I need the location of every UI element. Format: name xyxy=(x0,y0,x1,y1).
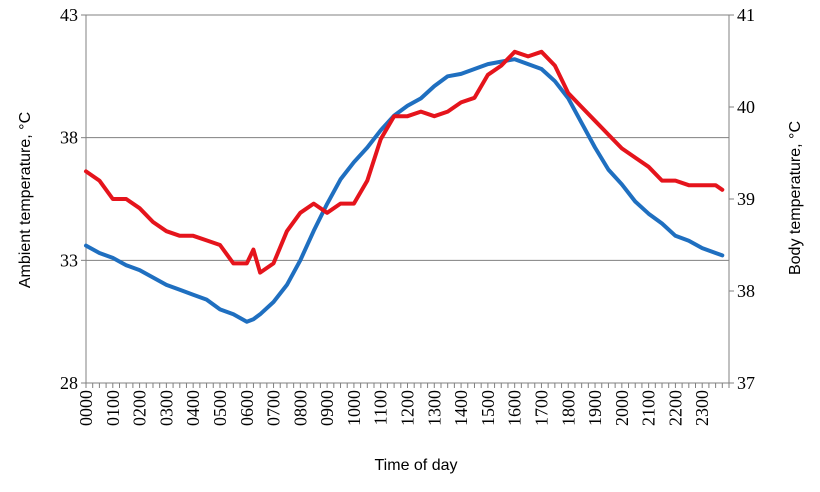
right-y-tick-label: 41 xyxy=(737,5,755,25)
right-y-tick-label: 39 xyxy=(737,189,755,209)
left-y-tick-label: 38 xyxy=(60,128,78,148)
x-tick-label: 2000 xyxy=(612,390,632,426)
x-tick-label: 0900 xyxy=(317,390,337,426)
x-tick-label: 0700 xyxy=(264,390,284,426)
left-y-tick-label: 33 xyxy=(60,250,78,270)
grid-layer xyxy=(86,14,729,261)
x-tick-label: 2300 xyxy=(692,390,712,426)
series-layer xyxy=(84,49,725,324)
x-tick-label: 0300 xyxy=(156,390,176,426)
right-y-tick-label: 40 xyxy=(737,97,755,117)
label-layer: 28 33 38 43 37 38 39 40 41 0000 0100 0200 0300 0400 05… xyxy=(60,5,755,426)
right-y-tick-label: 38 xyxy=(737,281,755,301)
x-tick-label: 0400 xyxy=(183,390,203,426)
x-tick-label: 1100 xyxy=(371,390,391,425)
x-tick-label: 0800 xyxy=(290,390,310,426)
right-y-tick-label: 37 xyxy=(737,373,755,393)
left-y-tick-label: 28 xyxy=(60,373,78,393)
x-tick-label: 1800 xyxy=(558,390,578,426)
x-axis-title: Time of day xyxy=(375,457,458,474)
axis-layer xyxy=(81,14,734,388)
x-tick-label: 0500 xyxy=(210,390,230,426)
x-tick-label: 1900 xyxy=(585,390,605,426)
ambient-temperature-line xyxy=(84,57,725,324)
x-tick-label: 1600 xyxy=(505,390,525,426)
left-y-tick-label: 43 xyxy=(60,5,78,25)
x-tick-label: 1700 xyxy=(531,390,551,426)
right-y-axis-title: Body temperature, °C xyxy=(787,121,804,275)
x-tick-label: 1000 xyxy=(344,390,364,426)
x-tick-label: 1500 xyxy=(478,390,498,426)
left-y-axis-title: Ambient temperature, °C xyxy=(17,112,34,288)
x-tick-label: 0100 xyxy=(103,390,123,426)
x-tick-label: 1400 xyxy=(451,390,471,426)
x-tick-label: 2200 xyxy=(665,390,685,426)
x-tick-label: 0200 xyxy=(130,390,150,426)
x-tick-label: 0000 xyxy=(76,390,96,426)
x-tick-label: 1300 xyxy=(424,390,444,426)
x-tick-label: 1200 xyxy=(398,390,418,426)
body-temperature-line xyxy=(84,49,725,275)
x-tick-label: 2100 xyxy=(639,390,659,426)
x-tick-label: 0600 xyxy=(237,390,257,426)
